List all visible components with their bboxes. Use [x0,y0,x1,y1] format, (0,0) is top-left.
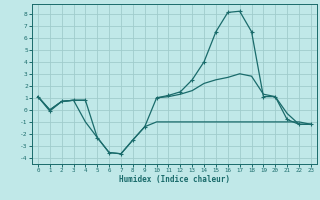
X-axis label: Humidex (Indice chaleur): Humidex (Indice chaleur) [119,175,230,184]
